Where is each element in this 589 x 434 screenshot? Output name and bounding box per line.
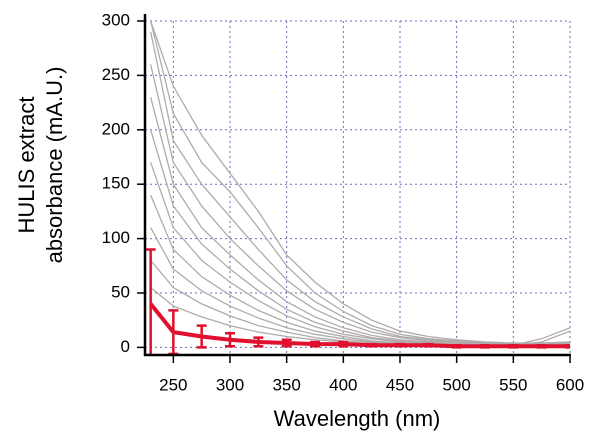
y-tick-label: 50 <box>111 282 130 301</box>
y-axis-label: absorbance (mA.U.) <box>42 67 67 264</box>
x-tick-label: 300 <box>216 375 244 394</box>
data-line <box>150 64 570 346</box>
data-line <box>150 129 570 346</box>
data-line <box>150 21 570 344</box>
x-tick-label: 450 <box>386 375 414 394</box>
x-tick-label: 500 <box>442 375 470 394</box>
data-line <box>149 302 570 349</box>
y-tick-label: 0 <box>121 337 130 356</box>
grid <box>145 20 571 355</box>
x-tick-label: 400 <box>329 375 357 394</box>
y-tick-label: 250 <box>102 65 130 84</box>
y-tick-label: 300 <box>102 10 130 29</box>
y-tick-label: 200 <box>102 119 130 138</box>
x-tick-label: 550 <box>499 375 527 394</box>
plot-area <box>145 21 570 355</box>
data-line <box>150 96 570 346</box>
x-axis-label: Wavelength (nm) <box>274 406 441 431</box>
data-line <box>150 21 570 345</box>
y-tick-label: 150 <box>102 174 130 193</box>
x-tick-label: 350 <box>272 375 300 394</box>
y-tick-label: 100 <box>102 228 130 247</box>
y-axis-label: HULIS extract <box>14 97 39 234</box>
x-tick-label: 600 <box>556 375 584 394</box>
x-tick-label: 250 <box>159 375 187 394</box>
